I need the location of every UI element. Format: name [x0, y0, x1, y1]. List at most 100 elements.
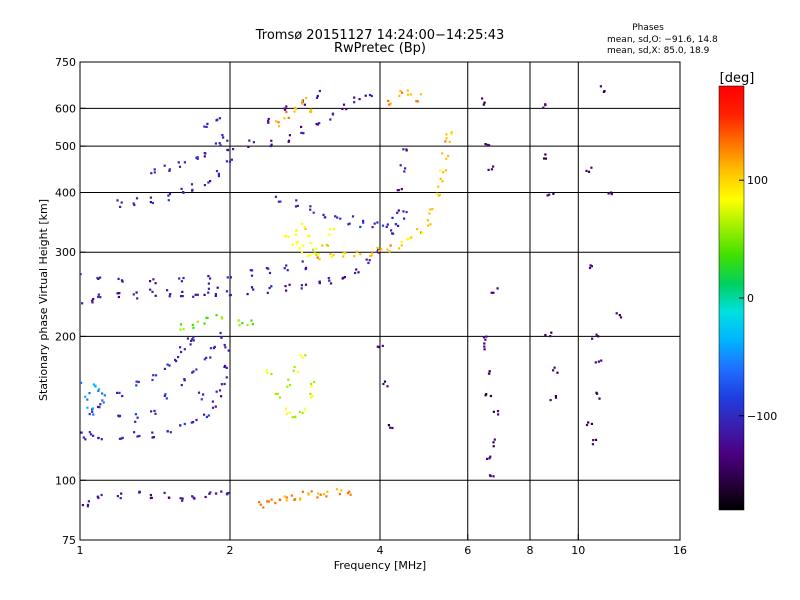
data-point [274, 502, 277, 505]
data-point [304, 266, 308, 269]
y-tick-label: 75 [62, 534, 76, 547]
data-point [102, 401, 105, 404]
data-point [335, 488, 339, 491]
data-point [214, 142, 217, 145]
data-point [329, 118, 332, 121]
data-point [310, 396, 313, 399]
data-point [318, 89, 321, 93]
data-point [135, 291, 138, 294]
data-point [284, 285, 287, 288]
data-point [153, 409, 156, 412]
data-point [318, 258, 321, 261]
data-point [119, 205, 122, 208]
data-point [203, 155, 206, 158]
data-point [326, 244, 330, 247]
data-point [168, 168, 171, 171]
data-point [445, 133, 448, 136]
data-point [426, 219, 429, 222]
data-point [149, 196, 152, 199]
data-point [410, 236, 413, 239]
data-point [262, 506, 265, 509]
data-point [226, 148, 230, 152]
data-point [81, 302, 84, 305]
data-point [400, 91, 404, 94]
data-point [120, 279, 124, 282]
data-point [610, 193, 613, 196]
data-point [133, 203, 136, 207]
data-point [317, 253, 321, 256]
data-point [420, 232, 424, 235]
data-point [307, 493, 310, 496]
data-point [310, 385, 313, 388]
data-point [294, 106, 297, 109]
data-point [209, 491, 212, 494]
data-point [248, 139, 251, 142]
data-point [387, 424, 390, 427]
stats-line-o: mean, sd,O: −91.6, 14.8 [607, 35, 718, 45]
data-point [595, 391, 598, 394]
data-point [549, 335, 552, 338]
data-point [587, 421, 590, 424]
data-point [203, 125, 206, 128]
data-point [118, 437, 121, 440]
data-point [587, 170, 591, 173]
data-point [246, 293, 249, 296]
data-point [484, 143, 487, 146]
data-point [182, 328, 185, 331]
data-point [181, 295, 184, 298]
data-point [266, 371, 269, 374]
data-point [283, 495, 286, 498]
data-point [323, 216, 326, 219]
data-point [342, 255, 345, 258]
data-point [149, 288, 152, 291]
data-point [355, 268, 358, 271]
data-point [149, 493, 152, 497]
data-point [284, 108, 287, 111]
data-point [266, 500, 269, 503]
data-point [164, 393, 167, 396]
data-point [289, 384, 292, 387]
data-point [249, 269, 252, 272]
data-point [590, 265, 593, 268]
data-point [285, 264, 288, 267]
data-point [391, 216, 394, 219]
data-point [487, 168, 490, 171]
x-tick-label: 8 [527, 544, 534, 557]
data-point [328, 233, 331, 236]
y-axis: 75 100 200 300 400 500 600 750 [55, 56, 86, 547]
data-point [137, 380, 140, 384]
data-point [306, 254, 309, 258]
data-point [152, 374, 155, 377]
data-point [367, 261, 370, 265]
data-point [594, 438, 598, 441]
data-point [444, 169, 448, 172]
data-point [203, 184, 206, 187]
data-point [96, 495, 99, 498]
data-point [595, 333, 598, 336]
data-point [192, 370, 195, 373]
data-point [220, 316, 223, 319]
data-point [308, 235, 311, 238]
data-point [84, 395, 87, 398]
data-point [385, 225, 388, 228]
data-point [389, 426, 392, 429]
data-point [223, 343, 226, 347]
data-point [87, 500, 90, 503]
data-point [180, 280, 183, 283]
data-point [86, 505, 89, 508]
data-point [225, 160, 228, 163]
data-point [293, 498, 296, 501]
data-point [96, 276, 99, 280]
data-point [552, 192, 555, 195]
data-point [300, 125, 303, 128]
data-point [181, 499, 184, 502]
data-point [82, 436, 85, 439]
data-point [600, 359, 603, 362]
data-point [177, 355, 180, 359]
data-point [191, 338, 194, 341]
data-point [163, 491, 166, 494]
data-point [296, 204, 299, 207]
data-point [327, 277, 330, 280]
data-point [377, 345, 381, 349]
data-point [388, 250, 391, 253]
